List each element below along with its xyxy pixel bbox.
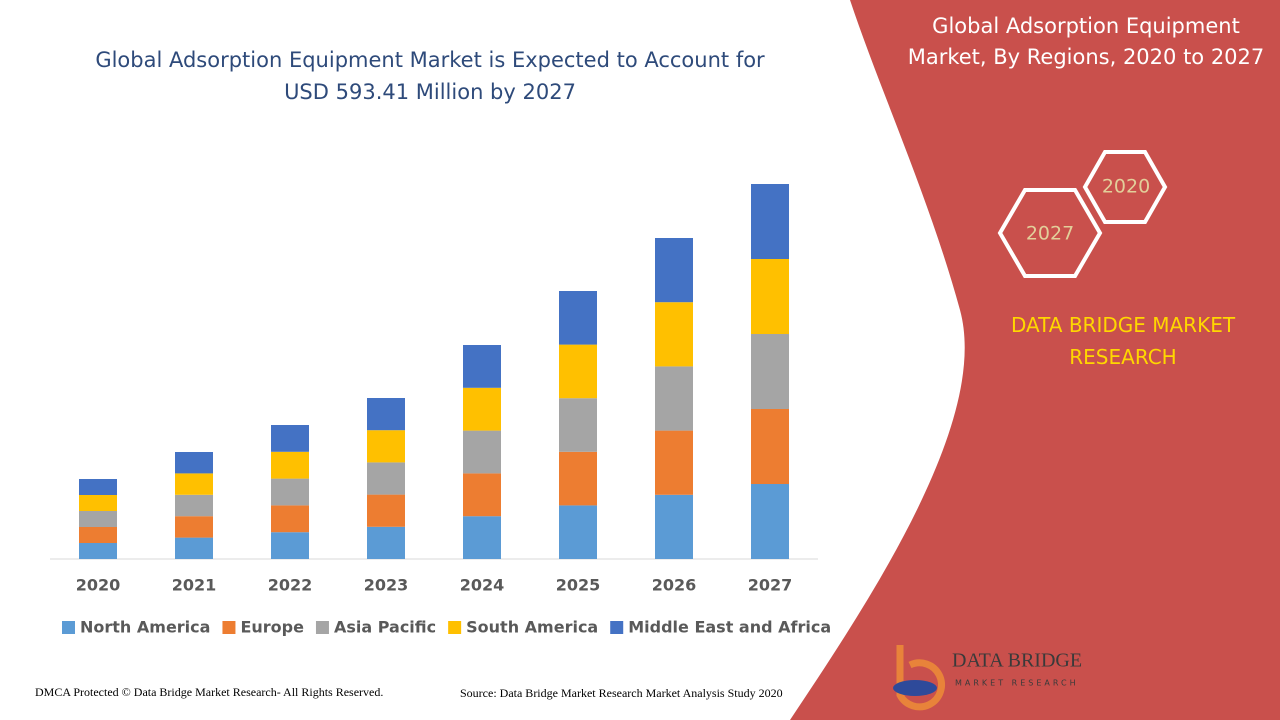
legend-label: South America (466, 618, 598, 637)
bar-segment (367, 398, 405, 431)
bar-segment (271, 532, 309, 559)
bar-segment (463, 516, 501, 559)
bar-segment (175, 516, 213, 538)
legend-swatch (222, 621, 236, 634)
text-line: Market, By Regions, 2020 to 2027 (908, 45, 1265, 69)
footer-right: Source: Data Bridge Market Research Mark… (460, 686, 783, 700)
x-tick-label: 2023 (364, 576, 409, 595)
bar-segment (175, 473, 213, 495)
bar-segment (559, 398, 597, 452)
bar-segment (463, 473, 501, 517)
hex-label: 2027 (1026, 223, 1074, 245)
bar-segment (655, 302, 693, 367)
legend-swatch (610, 621, 624, 634)
logo-name: DATA BRIDGE (952, 650, 1082, 672)
panel-title: Global Adsorption Equipment Market, By Re… (908, 14, 1265, 69)
logo-mark (896, 645, 945, 711)
bar-segment (751, 334, 789, 409)
bar-segment (367, 526, 405, 559)
x-tick-label: 2025 (556, 576, 601, 595)
bar-segment (559, 291, 597, 345)
text-line: Global Adsorption Equipment Market is Ex… (95, 48, 765, 72)
logo-mark (893, 680, 937, 696)
bar-segment (79, 495, 117, 511)
bar-segment (79, 527, 117, 543)
legend-swatch (62, 621, 75, 634)
x-tick-label: 2021 (172, 576, 217, 595)
bar-segment (79, 543, 117, 559)
hexagon (1082, 150, 1168, 224)
bar-segment (367, 462, 405, 495)
text-line: DATA BRIDGE MARKET (1011, 313, 1236, 337)
bar-segment (655, 366, 693, 431)
logo-tagline: MARKET RESEARCH (955, 679, 1079, 688)
bar-segment (367, 430, 405, 463)
text-line: Global Adsorption Equipment (932, 14, 1240, 38)
x-tick-label: 2022 (268, 576, 313, 595)
bar-segment (175, 537, 213, 559)
bar-segment (271, 478, 309, 506)
bar-segment (751, 259, 789, 334)
legend-label: North America (80, 618, 210, 637)
bar-segment (175, 494, 213, 517)
x-tick-label: 2024 (460, 576, 505, 595)
side-panel (790, 0, 1280, 720)
bar-segment (655, 494, 693, 559)
legend-label: Asia Pacific (334, 618, 436, 637)
text-line: RESEARCH (1069, 345, 1176, 369)
bar-segment (79, 479, 117, 495)
bar-segment (559, 451, 597, 506)
hex-label: 2020 (1102, 176, 1150, 198)
bar-segment (655, 238, 693, 303)
bar-segment (655, 430, 693, 495)
legend-label: Middle East and Africa (628, 618, 831, 637)
bar-segment (271, 425, 309, 452)
bar-segment (79, 511, 117, 527)
bar-segment (751, 184, 789, 259)
legend-swatch (448, 621, 462, 634)
footer-left: DMCA Protected © Data Bridge Market Rese… (35, 685, 383, 699)
chart-title: Global Adsorption Equipment Market is Ex… (95, 48, 765, 104)
bar-segment (271, 505, 309, 533)
x-tick-label: 2027 (748, 576, 793, 595)
legend-label: Europe (240, 618, 304, 637)
bar-segment (367, 494, 405, 527)
bar-segment (463, 430, 501, 474)
bar-segment (559, 344, 597, 399)
brand: DATA BRIDGE MARKET RESEARCH (1011, 313, 1236, 369)
bar-segment (559, 505, 597, 559)
bar-segment (175, 452, 213, 474)
bar-segment (463, 387, 501, 431)
text-line: USD 593.41 Million by 2027 (284, 80, 576, 104)
bar-segment (463, 345, 501, 388)
x-tick-label: 2026 (652, 576, 697, 595)
bar-segment (271, 451, 309, 479)
hexagon (997, 188, 1103, 278)
legend-swatch (315, 621, 329, 634)
bar-segment (751, 409, 789, 484)
x-tick-label: 2020 (76, 576, 121, 595)
bar-segment (751, 484, 789, 559)
